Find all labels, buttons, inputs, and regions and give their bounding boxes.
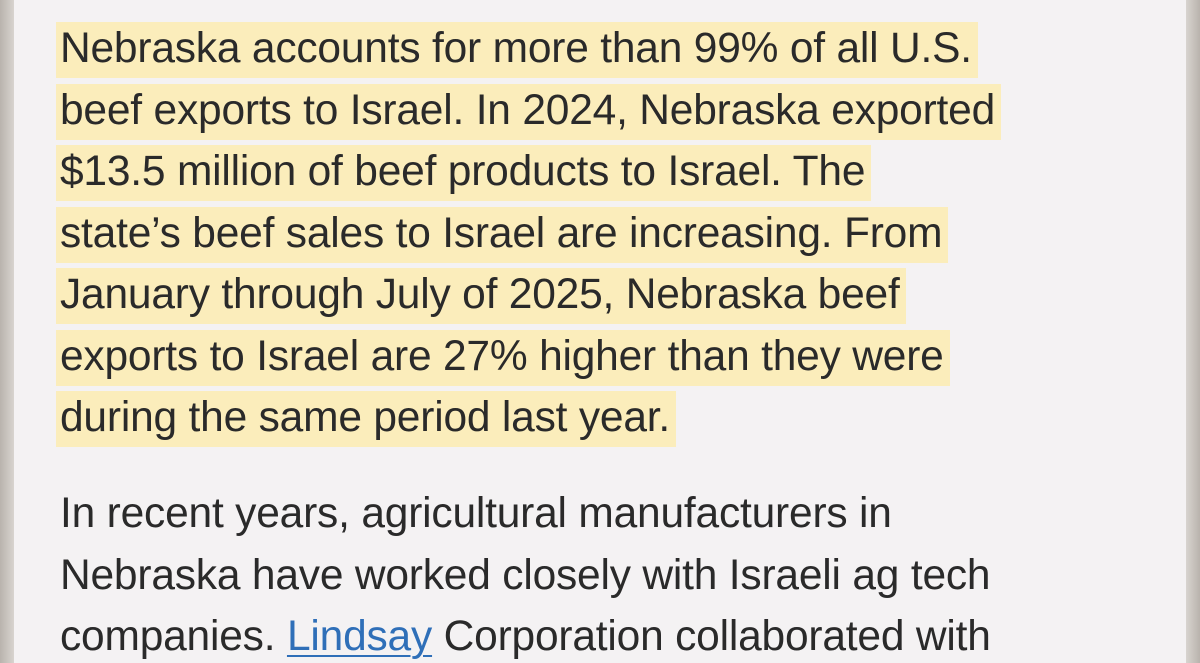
highlighted-text: $13.5 million of beef products to Israel… [56,145,872,201]
body-paragraph: In recent years, agricultural manufactur… [60,483,991,663]
lindsay-link[interactable]: Lindsay [286,613,433,660]
paragraph-line: Nebraska have worked closely with Israel… [60,551,991,599]
highlighted-text: January through July of 2025, Nebraska b… [56,268,906,324]
line-text-before-link: companies. [60,613,287,660]
highlighted-text: beef exports to Israel. In 2024, Nebrask… [56,83,1002,140]
paragraph-line: beef exports to Israel. In 2024, Nebrask… [56,80,1002,142]
right-page-edge [1186,0,1200,663]
paragraph-line: state’s beef sales to Israel are increas… [56,203,1001,265]
paragraph-line: Nebraska accounts for more than 99% of a… [56,18,1001,80]
article-page: Nebraska accounts for more than 99% of a… [14,0,1186,663]
left-page-edge [0,0,14,663]
paragraph-line: exports to Israel are 27% higher than th… [56,326,1001,388]
paragraph-line: during the same period last year. [56,387,1001,449]
paragraph-line: January through July of 2025, Nebraska b… [56,264,1001,326]
paragraph-line: In recent years, agricultural manufactur… [60,490,892,537]
paragraph-line: $13.5 million of beef products to Israel… [56,141,1001,203]
highlighted-paragraph: Nebraska accounts for more than 99% of a… [56,18,1002,449]
highlighted-text: exports to Israel are 27% higher than th… [56,329,950,386]
highlighted-text: Nebraska accounts for more than 99% of a… [56,22,978,78]
paragraph-line: companies. Lindsay Corporation collabora… [60,606,991,663]
highlighted-text: during the same period last year. [56,391,677,447]
line-text-after-link: Corporation collaborated with [432,613,991,660]
highlighted-text: state’s beef sales to Israel are increas… [56,206,949,263]
